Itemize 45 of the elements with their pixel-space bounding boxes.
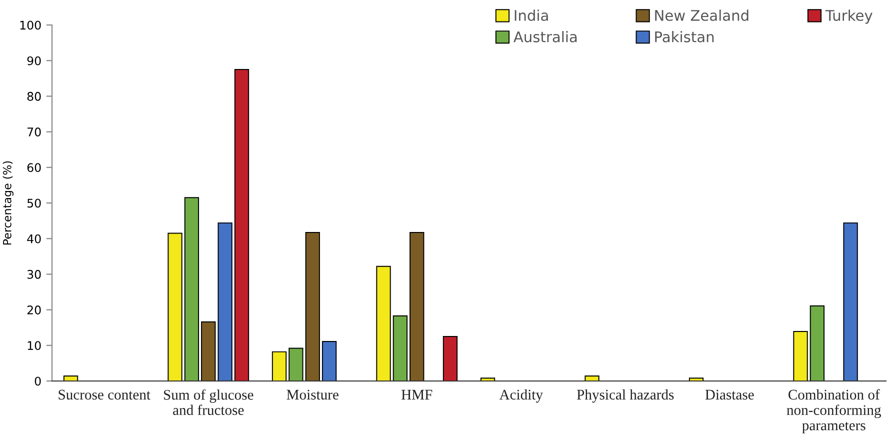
x-tick-label: Moisture — [286, 390, 338, 400]
y-tick-label: 10 — [28, 341, 41, 350]
x-tick-label: Sucrose content — [58, 390, 150, 400]
bar — [584, 376, 600, 381]
legend-label: New Zealand — [655, 10, 748, 21]
bar — [322, 341, 337, 381]
legend-label: India — [514, 10, 548, 21]
legend-label: Pakistan — [655, 31, 714, 42]
bar — [218, 222, 232, 381]
x-tick-label: Sum of glucose and fructose — [164, 389, 254, 416]
bar — [272, 351, 287, 381]
y-tick-label: 20 — [27, 306, 41, 314]
bar — [201, 321, 216, 381]
bar — [843, 222, 858, 381]
bar — [63, 376, 78, 381]
bar — [688, 378, 704, 381]
y-tick-label: 40 — [27, 234, 41, 244]
bar — [480, 378, 496, 381]
legend-label: Turkey — [825, 10, 872, 24]
y-axis-title: Percentage (%) — [2, 161, 14, 245]
bar — [168, 232, 182, 381]
y-tick-label: 30 — [27, 270, 41, 279]
x-tick-label: Diastase — [705, 390, 754, 400]
y-tick-label: 50 — [27, 198, 41, 208]
bar — [442, 336, 458, 381]
bar — [793, 331, 808, 381]
y-tick-label: 100 — [20, 20, 41, 30]
y-tick-label: 70 — [28, 128, 41, 136]
y-tick-label: 80 — [27, 92, 41, 101]
legend-label: Australia — [514, 31, 577, 42]
x-tick-label: HMF — [401, 390, 432, 400]
x-tick-label: Acidity — [499, 389, 543, 403]
bar — [234, 69, 250, 381]
x-tick-label: Combination of non-conforming parameters — [786, 389, 881, 434]
bar — [305, 232, 320, 381]
bar — [410, 232, 424, 381]
x-tick-label: Physical hazards — [576, 389, 674, 403]
y-tick-label: 0 — [34, 376, 41, 386]
bar — [288, 348, 304, 381]
bar — [184, 197, 200, 381]
bar — [376, 266, 391, 381]
y-tick-label: 90 — [27, 56, 41, 66]
bar — [392, 315, 408, 381]
y-tick-label: 60 — [27, 163, 41, 172]
bar — [810, 305, 825, 381]
